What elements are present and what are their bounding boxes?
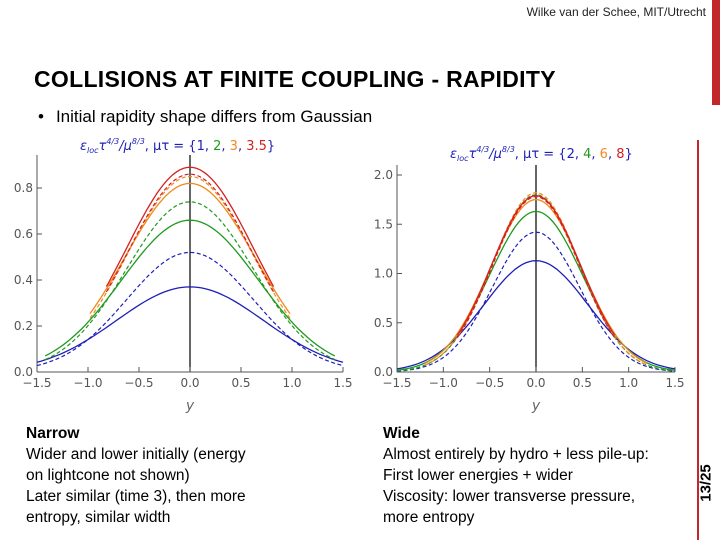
y-tick-label: 0.0 — [14, 365, 33, 379]
title-part: } — [625, 147, 633, 162]
legend-time-1: 1 — [197, 139, 205, 154]
series-dashed-t2 — [396, 231, 676, 372]
x-tick-label: 0.5 — [573, 376, 592, 390]
legend-time-4: 4 — [583, 147, 591, 162]
title-exp: 4/3 — [106, 137, 119, 146]
caption-right-line: more entropy — [383, 509, 475, 526]
caption-left-line: entropy, similar width — [26, 509, 171, 526]
x-tick-label: 1.0 — [282, 376, 301, 390]
x-tick-label: −1.5 — [22, 376, 51, 390]
y-tick-label: 0.0 — [374, 365, 393, 379]
series-line-t8 — [456, 195, 616, 336]
caption-right-line: Almost entirely by hydro + less pile-up: — [383, 446, 649, 463]
y-tick-label: 1.5 — [374, 217, 393, 231]
page-number: 13/25 — [694, 440, 718, 525]
caption-left-line: on lightcone not shown) — [26, 467, 190, 484]
title-part: , μτ = { — [145, 139, 197, 154]
title-part: τ — [99, 139, 107, 154]
chart-left: 0.0 0.2 0.4 0.6 0.8 −1.5 −1.0 −0.5 0.0 0.5 1.0 1.5 y… — [14, 137, 353, 414]
x-tick-label: 0.5 — [231, 376, 250, 390]
slide-title: COLLISIONS AT FINITE COUPLING - RAPIDITY — [34, 66, 556, 92]
caption-left-line: Wider and lower initially (energy — [26, 446, 246, 463]
series-line-t6 — [424, 198, 648, 364]
bullet-dot: • — [38, 107, 44, 126]
x-tick-label: −0.5 — [124, 376, 153, 390]
title-exp: 4/3 — [476, 145, 489, 154]
x-tick-label: 1.5 — [665, 376, 684, 390]
title-sep: , — [591, 147, 599, 162]
title-sep: , — [608, 147, 616, 162]
caption-right-line: First lower energies + wider — [383, 467, 573, 484]
title-part: τ — [469, 147, 477, 162]
x-axis-label: y — [531, 398, 541, 414]
x-tick-label: 1.0 — [619, 376, 638, 390]
y-tick-label: 0.2 — [14, 319, 33, 333]
title-part: /μ — [488, 147, 502, 162]
divider-line — [697, 140, 699, 540]
caption-right-line: Viscosity: lower transverse pressure, — [383, 488, 636, 505]
x-tick-label: −1.5 — [382, 376, 411, 390]
series-line-t3.5 — [105, 166, 275, 287]
legend-time-2: 2 — [213, 139, 221, 154]
legend-time-3: 3 — [230, 139, 238, 154]
caption-left: Narrow Wider and lower initially (energy… — [26, 423, 246, 528]
legend-time-2: 2 — [567, 147, 575, 162]
title-part: ε — [80, 139, 87, 154]
author-label: Wilke van der Schee, MIT/Utrecht — [526, 5, 706, 19]
y-tick-label: 0.4 — [14, 273, 33, 287]
title-sub: loc — [87, 146, 99, 155]
title-part: } — [267, 139, 275, 154]
title-sep: , — [238, 139, 246, 154]
y-tick-label: 0.8 — [14, 181, 33, 195]
title-sep: , — [575, 147, 583, 162]
x-axis-label: y — [185, 398, 195, 414]
x-tick-label: 0.0 — [526, 376, 545, 390]
chart-title: εlocτ4/3/μ8/3, μτ = {2, 4, 6, 8} — [450, 145, 633, 163]
chart-title: εlocτ4/3/μ8/3, μτ = {1, 2, 3, 3.5} — [80, 137, 275, 155]
chart-right: 0.0 0.5 1.0 1.5 2.0 −1.5 −1.0 −0.5 0.0 0.5 1.0 1.5 y… — [374, 145, 685, 414]
title-sub: loc — [457, 154, 469, 163]
x-tick-label: −0.5 — [475, 376, 504, 390]
title-exp: 8/3 — [132, 137, 145, 146]
series-line-t2 — [44, 219, 336, 357]
title-part: /μ — [118, 139, 132, 154]
x-tick-label: 0.0 — [180, 376, 199, 390]
y-tick-label: 0.6 — [14, 227, 33, 241]
series-dashed-t1 — [36, 251, 344, 367]
bullet-item: • Initial rapidity shape differs from Gau… — [38, 107, 372, 127]
accent-bar — [712, 0, 720, 105]
bullet-text: Initial rapidity shape differs from Gaus… — [55, 107, 373, 126]
x-tick-label: 1.5 — [333, 376, 352, 390]
title-part: , μτ = { — [515, 147, 567, 162]
y-tick-label: 1.0 — [374, 267, 393, 281]
legend-time-3.5: 3.5 — [246, 139, 267, 154]
caption-left-line: Later similar (time 3), then more — [26, 488, 246, 505]
caption-right-heading: Wide — [383, 425, 420, 442]
x-tick-label: −1.0 — [429, 376, 458, 390]
caption-left-heading: Narrow — [26, 425, 80, 442]
title-sep: , — [205, 139, 213, 154]
y-tick-label: 2.0 — [374, 168, 393, 182]
title-part: ε — [450, 147, 457, 162]
title-sep: , — [221, 139, 229, 154]
caption-right: Wide Almost entirely by hydro + less pil… — [383, 423, 649, 528]
series-dashed-t3.5 — [105, 173, 275, 293]
x-tick-label: −1.0 — [73, 376, 102, 390]
series-dashed-t8 — [456, 196, 616, 339]
page-number-text: 13/25 — [697, 463, 715, 502]
y-tick-label: 0.5 — [374, 316, 393, 330]
title-exp: 8/3 — [502, 145, 515, 154]
legend-time-6: 6 — [600, 147, 608, 162]
legend-time-8: 8 — [616, 147, 624, 162]
